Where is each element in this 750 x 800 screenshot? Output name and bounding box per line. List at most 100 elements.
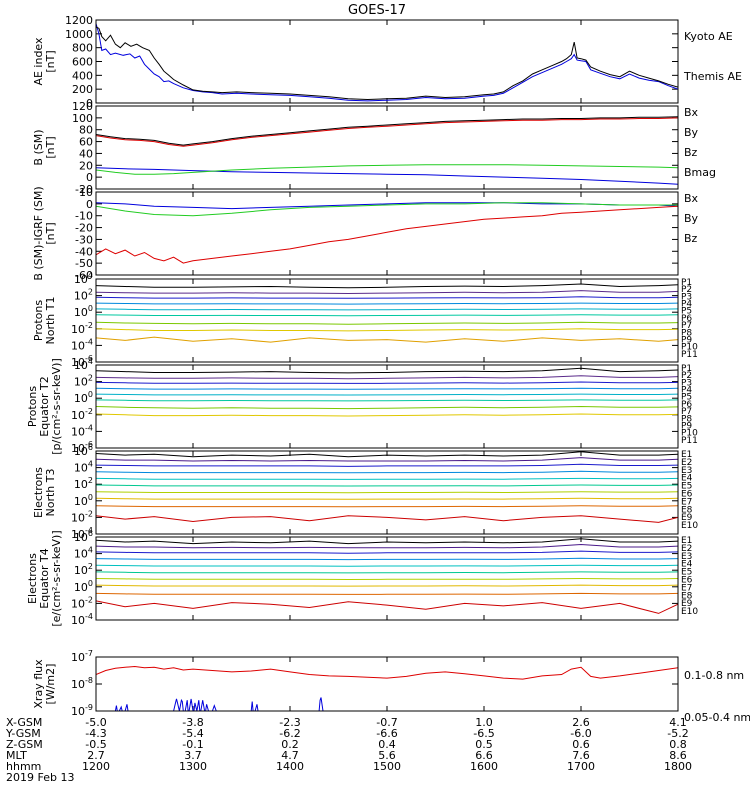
y-tick-label: 0: [86, 97, 93, 110]
legend-by: By: [684, 212, 699, 225]
y-tick-label: 100: [72, 112, 93, 125]
y-tick-label: 0: [86, 171, 93, 184]
legend-p7: P7: [681, 321, 692, 331]
series-line-e8: [96, 497, 678, 500]
series-line-e10: [96, 600, 678, 614]
series-line-e3: [96, 550, 678, 554]
panel-frame: [95, 450, 679, 535]
y-tick-label: -10: [75, 210, 93, 223]
x-axis-value: -2.3: [279, 716, 300, 729]
legend-kyoto-ae: Kyoto AE: [684, 30, 733, 43]
y-tick-label: -20: [75, 222, 93, 235]
y-tick-label: 10-2: [71, 595, 93, 610]
series-group: [96, 116, 678, 185]
series-line-bx: [96, 202, 678, 210]
legend-e3: E3: [681, 466, 692, 476]
x-axis-value: 1.0: [475, 716, 493, 729]
x-axis-row-label: MLT: [6, 749, 27, 762]
series-line-p1: [96, 283, 678, 289]
legend-p8: P8: [681, 414, 692, 424]
y-tick-label: 100: [74, 304, 93, 319]
y-axis-title: [p/(cm²-s-sr-keV)]: [50, 358, 63, 455]
y-tick-label: 106: [74, 529, 93, 544]
series-line-e8: [96, 584, 678, 587]
y-tick-label: 10-4: [71, 612, 93, 627]
legend-e10: E10: [681, 521, 698, 531]
y-tick-label: 600: [72, 56, 93, 69]
series-line-p3: [96, 296, 678, 299]
y-axis-title: Electrons: [32, 467, 45, 518]
x-axis-value: 0.4: [378, 738, 396, 751]
y-axis-title: Protons: [32, 300, 45, 341]
legend-p10: P10: [681, 429, 698, 439]
y-tick-label: 100: [74, 390, 93, 405]
x-axis-value: 0.6: [572, 738, 590, 751]
legend-e2: E2: [681, 544, 692, 554]
y-tick-label: -40: [75, 245, 93, 258]
legend-e9: E9: [681, 599, 693, 609]
series-line-p5: [96, 393, 678, 396]
x-axis-value: 3.7: [184, 749, 202, 762]
series-line-p8: [96, 328, 678, 332]
y-tick-label: 10-8: [71, 676, 93, 691]
x-axis-value: 4.7: [281, 749, 299, 762]
series-line-p3: [96, 381, 678, 384]
x-axis-date: 2019 Feb 13: [6, 771, 74, 784]
legend-p3: P3: [681, 292, 692, 302]
y-tick-label: -60: [75, 269, 93, 282]
series-line-p2: [96, 290, 678, 295]
legend-e7: E7: [681, 583, 692, 593]
x-axis-value: 0.5: [475, 738, 493, 751]
x-axis-value: -6.6: [376, 727, 397, 740]
y-tick-label: 100: [74, 493, 93, 508]
x-axis-value: -0.7: [376, 716, 397, 729]
panel-frame: [95, 656, 679, 712]
legend-p6: P6: [681, 400, 692, 410]
y-axis-title: B (SM): [32, 129, 45, 165]
series-line-e9: [96, 592, 678, 595]
series-line-p7: [96, 405, 678, 410]
x-axis-value: 2.7: [87, 749, 105, 762]
legend-bz: Bz: [684, 232, 698, 245]
y-axis-title: [nT]: [44, 222, 57, 244]
legend-bx: Bx: [684, 106, 699, 119]
series-line-p5: [96, 308, 678, 311]
y-tick-label: 102: [74, 288, 93, 303]
legend-e5: E5: [681, 482, 692, 492]
panel-frame: [95, 364, 679, 449]
y-tick-label: 104: [74, 271, 93, 286]
x-axis-value: -6.0: [570, 727, 591, 740]
legend-p1: P1: [681, 364, 692, 374]
y-tick-label: 80: [79, 124, 93, 137]
y-tick-label: 106: [74, 443, 93, 458]
x-axis-value: -5.2: [667, 727, 688, 740]
x-axis-value: 8.6: [669, 749, 687, 762]
legend-p6: P6: [681, 314, 692, 324]
legend-p4: P4: [681, 300, 692, 310]
series-line-e1: [96, 451, 678, 458]
x-axis-value: -5.0: [85, 716, 106, 729]
legend-themis-ae: Themis AE: [683, 70, 742, 83]
series-line-e5: [96, 564, 678, 567]
x-axis-row-label: hhmm: [6, 760, 41, 773]
legend-bz: Bz: [684, 146, 698, 159]
panel-8: 10-9 10-8 10-7 Xray flux [W/m2] 0.1-0.8 nm 0.0…: [32, 649, 750, 724]
y-tick-label: 1000: [65, 28, 93, 41]
legend-e2: E2: [681, 458, 692, 468]
series-line-e6: [96, 484, 678, 487]
y-axis-title: North T1: [44, 297, 57, 345]
x-axis-row-label: Y-GSM: [5, 727, 41, 740]
series-line-e10: [96, 515, 678, 523]
y-axis-title: Equator T4: [38, 548, 51, 608]
series-line-0-05-0-4-nm: [96, 697, 678, 711]
y-tick-label: 10: [79, 186, 93, 199]
y-tick-label: 10-2: [71, 321, 93, 336]
series-line-e1: [96, 538, 678, 545]
x-axis-value: -4.3: [85, 727, 106, 740]
series-line-p8: [96, 413, 678, 417]
series-line-e7: [96, 491, 678, 494]
y-axis-title: [nT]: [44, 50, 57, 72]
panel-frame: [95, 191, 679, 276]
